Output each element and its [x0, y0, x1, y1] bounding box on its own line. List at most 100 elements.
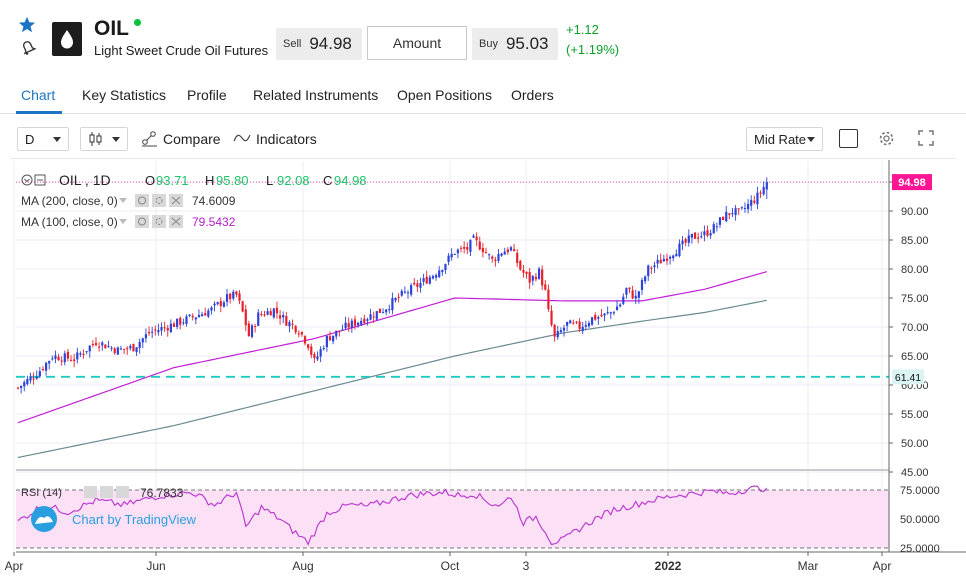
candle — [475, 232, 478, 247]
chart-canvas[interactable]: 95.0090.0085.0080.0075.0070.0065.0060.00… — [0, 160, 966, 580]
candle — [509, 245, 513, 252]
price-tick-label: 80.00 — [901, 264, 929, 276]
candle — [307, 343, 310, 351]
candle — [425, 270, 428, 285]
candle — [737, 208, 740, 215]
legend-toggle-icons[interactable] — [21, 174, 46, 186]
favorite-star-icon[interactable] — [18, 16, 36, 34]
ma100-line — [17, 271, 767, 424]
grid-lines — [13, 161, 889, 552]
candle — [210, 305, 213, 315]
tab-key-statistics[interactable]: Key Statistics — [82, 87, 167, 103]
candle — [469, 239, 472, 257]
indicators-icon[interactable] — [233, 132, 251, 144]
watermark-text: Chart by TradingView — [72, 512, 197, 527]
candle — [166, 324, 169, 337]
candle — [428, 274, 431, 285]
chart-legend[interactable]: OIL , 1D O 93.71 H 95.80 L 92.08 C 94.98… — [21, 172, 367, 500]
candle — [541, 265, 544, 290]
tab-profile[interactable]: Profile — [187, 87, 227, 103]
rsi-line — [17, 485, 768, 546]
candle — [697, 232, 700, 244]
candle — [48, 360, 51, 370]
candle — [116, 346, 119, 355]
candle — [647, 264, 650, 281]
time-axis[interactable]: Apr Jun Aug Oct 3 2022 Mar Apr — [5, 552, 892, 573]
candle — [216, 301, 219, 306]
amount-input-button[interactable]: Amount — [367, 26, 467, 60]
candle — [16, 386, 20, 390]
candle — [275, 301, 279, 319]
drawing-mode-checkbox[interactable] — [839, 129, 858, 148]
candle — [20, 385, 23, 394]
buy-price-box[interactable]: Buy 95.03 — [472, 28, 558, 60]
ma100-legend-controls[interactable] — [119, 215, 183, 228]
candle — [734, 205, 737, 221]
candle — [29, 372, 32, 384]
candle — [23, 380, 26, 392]
oil-drop-icon — [61, 30, 73, 49]
candle — [681, 236, 684, 251]
ma200-legend-controls[interactable] — [119, 194, 183, 207]
candle — [494, 256, 497, 267]
candle — [232, 289, 235, 301]
tab-orders[interactable]: Orders — [511, 87, 554, 103]
oil-instrument-logo — [52, 22, 82, 56]
rsi-legend-controls[interactable] — [84, 486, 129, 498]
candle — [285, 312, 288, 327]
chart-type-dropdown[interactable] — [80, 127, 128, 151]
candle — [725, 205, 728, 223]
candle — [197, 309, 201, 318]
candle — [484, 247, 488, 254]
price-chart[interactable]: 95.0090.0085.0080.0075.0070.0065.0060.00… — [0, 160, 966, 580]
candle — [553, 324, 556, 342]
candle — [372, 311, 375, 323]
tradingview-watermark[interactable]: Chart by TradingView — [31, 506, 197, 532]
candle — [406, 290, 410, 299]
candle — [225, 289, 229, 307]
candle — [441, 269, 444, 276]
sell-price-box[interactable]: Sell 94.98 — [276, 28, 362, 60]
buy-label: Buy — [479, 38, 498, 50]
candle — [238, 290, 241, 305]
fullscreen-icon[interactable] — [918, 130, 934, 146]
rsi-axis[interactable]: 75.0000 50.0000 25.0000 — [900, 485, 940, 555]
candle — [328, 331, 332, 341]
compare-button[interactable]: Compare — [163, 131, 221, 147]
interval-dropdown[interactable]: D — [17, 127, 69, 151]
compare-icon[interactable] — [141, 130, 158, 147]
price-pane[interactable] — [16, 161, 889, 470]
candle — [463, 241, 466, 254]
tab-open-positions[interactable]: Open Positions — [397, 87, 492, 103]
price-alert-bell-icon[interactable] — [19, 38, 37, 56]
candle — [254, 323, 257, 333]
candle — [687, 229, 690, 247]
candle — [644, 275, 647, 285]
candle — [537, 266, 541, 280]
indicators-button[interactable]: Indicators — [256, 131, 317, 147]
legend-low-value: 92.08 — [277, 173, 310, 188]
candle — [369, 308, 372, 321]
price-axis[interactable]: 95.0090.0085.0080.0075.0070.0065.0060.00… — [889, 177, 929, 479]
candle — [753, 195, 756, 205]
candle — [516, 249, 519, 268]
rsi-legend-label: RSI (14) — [21, 487, 62, 499]
gear-icon[interactable] — [878, 130, 895, 147]
candle — [73, 353, 76, 368]
candle — [288, 320, 291, 333]
candle — [631, 285, 634, 300]
instrument-symbol: OIL — [94, 17, 129, 40]
candle — [615, 300, 619, 311]
price-tick-label: 90.00 — [901, 206, 929, 218]
candle — [700, 231, 703, 239]
tab-related-instruments[interactable]: Related Instruments — [253, 87, 379, 103]
candle — [282, 311, 285, 324]
time-tick-label: Jun — [146, 559, 165, 573]
tab-chart[interactable]: Chart — [21, 87, 56, 103]
rate-mode-dropdown[interactable]: Mid Rate — [746, 127, 823, 151]
candle — [422, 273, 425, 286]
candle — [151, 326, 154, 339]
candle — [569, 319, 572, 324]
candle — [82, 349, 85, 359]
candle — [706, 225, 709, 238]
